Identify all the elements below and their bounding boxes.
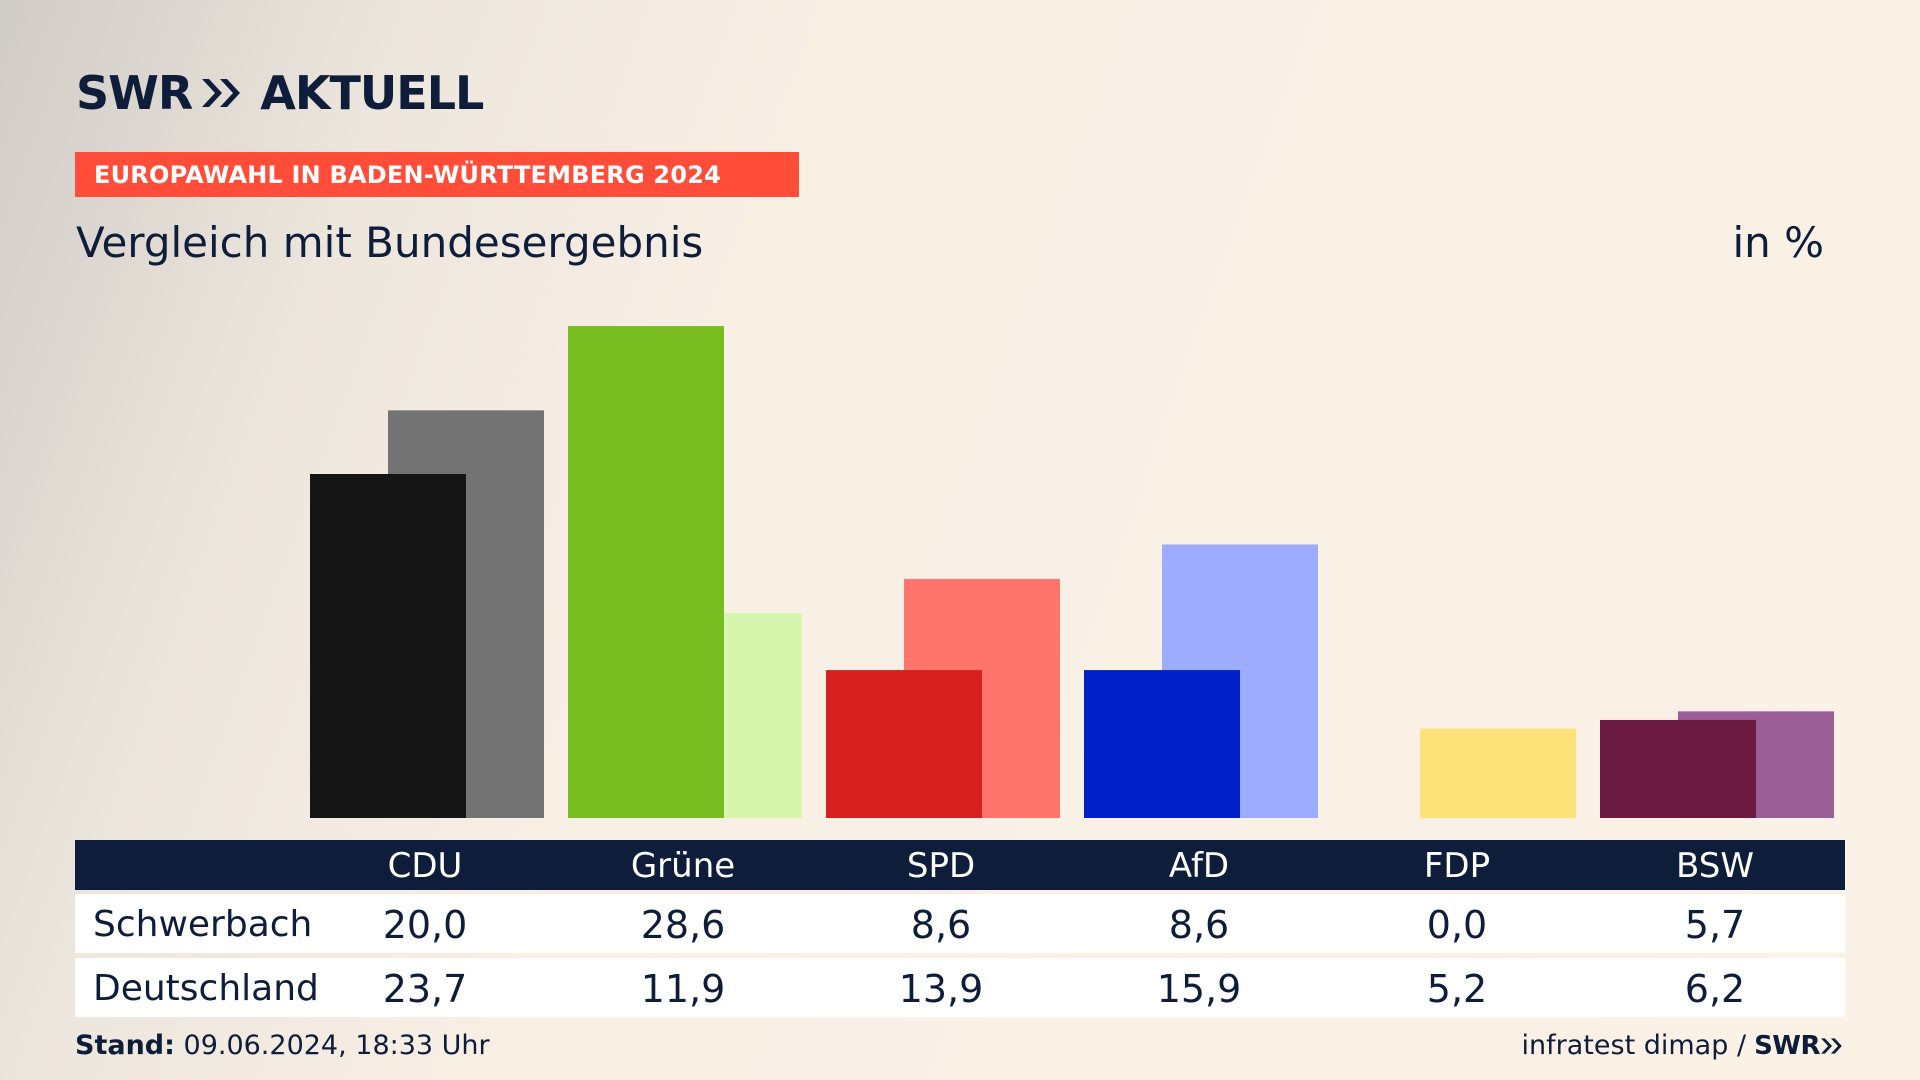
source-credit: infratest dimap / SWR (1522, 1030, 1844, 1061)
table-row: Deutschland 23,7 11,9 13,9 15,9 5,2 6,2 (75, 958, 1845, 1017)
column-header-cdu: CDU (387, 846, 463, 886)
bar-chart (310, 326, 1834, 818)
column-header-grüne: Grüne (630, 846, 736, 886)
bar-schwerbach-grüne (568, 326, 724, 818)
brand-suffix: AKTUELL (260, 66, 484, 120)
table-cell: 28,6 (640, 903, 726, 947)
double-chevron-icon (202, 79, 241, 107)
table-cell: 15,9 (1156, 967, 1242, 1011)
source-brand: SWR (1754, 1030, 1820, 1061)
row-label: Schwerbach (93, 904, 313, 945)
stand-label: Stand: (75, 1030, 175, 1061)
stand-value: 09.06.2024, 18:33 Uhr (183, 1030, 490, 1061)
bar-schwerbach-afd (1084, 670, 1240, 818)
table-cell: 8,6 (910, 903, 972, 947)
source-logo: SWR (1754, 1031, 1844, 1061)
bar-schwerbach-cdu (310, 474, 466, 818)
banner-text: EUROPAWAHL IN BADEN-WÜRTTEMBERG 2024 (94, 160, 722, 189)
column-header-bsw: BSW (1676, 846, 1754, 886)
double-chevron-icon (1821, 1037, 1842, 1054)
unit-label: in % (1732, 218, 1824, 267)
table-cell: 11,9 (640, 967, 726, 1011)
table-cell: 5,7 (1684, 903, 1746, 947)
swr-aktuell-logo: SWR AKTUELL (76, 66, 484, 120)
table-cell: 0,0 (1426, 903, 1488, 947)
source-text: infratest dimap / (1521, 1030, 1747, 1061)
table-cell: 23,7 (382, 967, 468, 1011)
brand-name: SWR (76, 66, 193, 120)
table-cell: 6,2 (1684, 967, 1746, 1011)
bar-schwerbach-bsw (1600, 719, 1756, 818)
table-cell: 13,9 (898, 967, 984, 1011)
table-header-row: CDU Grüne SPD AfD FDP BSW (75, 840, 1845, 890)
column-header-afd: AfD (1168, 846, 1230, 886)
column-header-spd: SPD (906, 846, 976, 886)
chart-subtitle: Vergleich mit Bundesergebnis (76, 218, 704, 267)
election-banner: EUROPAWAHL IN BADEN-WÜRTTEMBERG 2024 (75, 152, 799, 197)
bar-deutschland-fdp (1420, 728, 1576, 818)
table-cell: 5,2 (1426, 967, 1488, 1011)
bar-schwerbach-spd (826, 670, 982, 818)
results-table: CDU Grüne SPD AfD FDP BSW Schwerbach 20,0 28,6… (75, 840, 1845, 1017)
table-cell: 20,0 (382, 903, 468, 947)
table-cell: 8,6 (1168, 903, 1230, 947)
column-header-fdp: FDP (1423, 846, 1491, 886)
table-row: Schwerbach 20,0 28,6 8,6 8,6 0,0 5,7 (75, 894, 1845, 953)
row-label: Deutschland (93, 968, 319, 1009)
timestamp: Stand: 09.06.2024, 18:33 Uhr (75, 1030, 490, 1061)
